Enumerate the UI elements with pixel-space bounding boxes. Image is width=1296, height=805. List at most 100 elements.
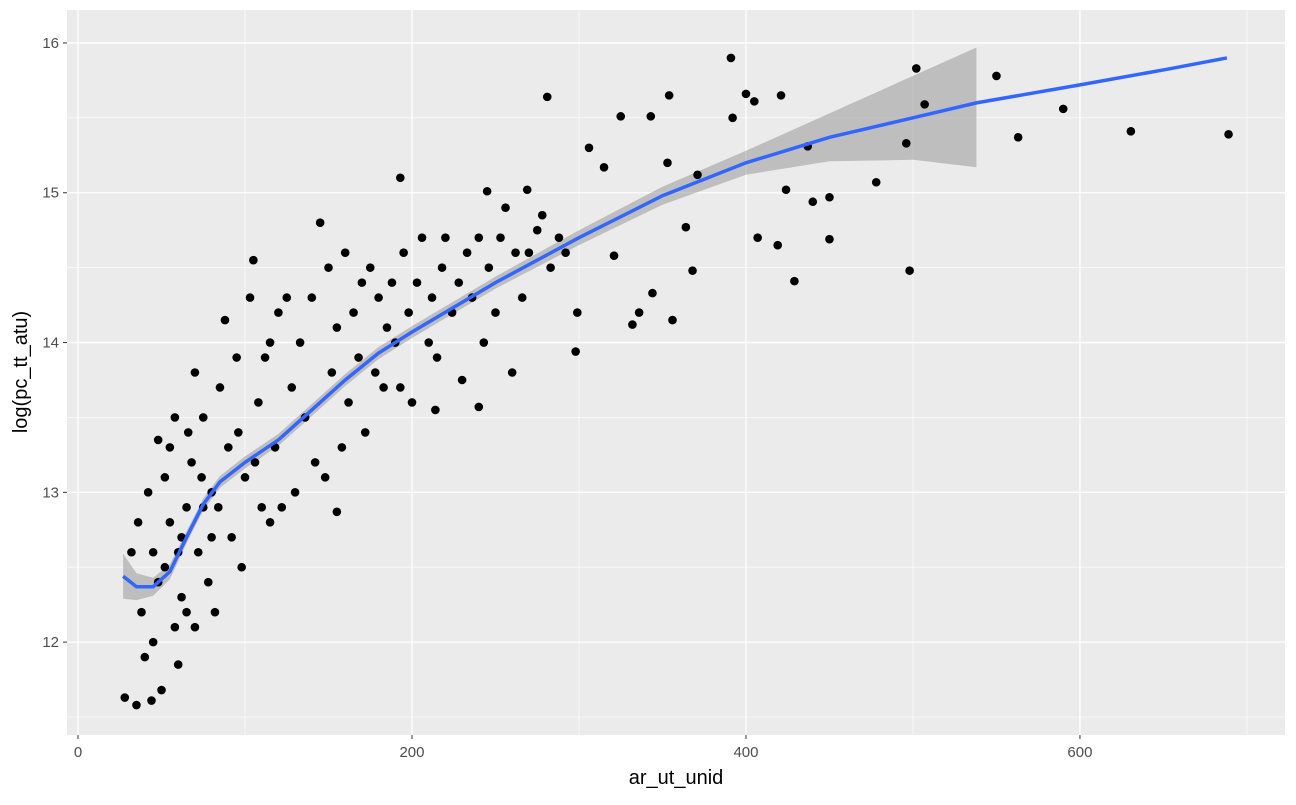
point	[726, 53, 736, 63]
point	[148, 637, 158, 647]
point	[396, 173, 405, 183]
point	[437, 263, 447, 272]
point	[295, 338, 305, 347]
point	[905, 266, 914, 275]
point	[546, 263, 555, 272]
point	[412, 278, 422, 287]
point	[773, 240, 782, 250]
point	[310, 458, 320, 467]
point	[190, 622, 200, 632]
point	[507, 368, 517, 377]
point	[417, 233, 427, 242]
point	[825, 234, 834, 244]
point	[357, 278, 367, 287]
point	[260, 353, 270, 362]
point	[407, 398, 417, 407]
point	[681, 222, 691, 232]
point	[337, 443, 347, 452]
point	[825, 192, 834, 202]
point	[140, 652, 150, 662]
point	[511, 248, 520, 257]
point	[173, 660, 183, 669]
point	[182, 503, 191, 512]
point	[187, 458, 196, 467]
x-tick-label: 600	[1067, 744, 1092, 761]
y-tick-label: 15	[42, 185, 59, 202]
point	[120, 693, 130, 702]
point	[646, 112, 656, 121]
point	[137, 607, 146, 617]
point	[257, 503, 267, 512]
point	[663, 158, 672, 168]
point	[143, 488, 153, 497]
point	[148, 547, 158, 557]
point	[157, 685, 166, 695]
point	[634, 308, 644, 317]
point	[250, 458, 260, 467]
point	[203, 577, 213, 587]
point	[524, 248, 534, 257]
point	[920, 100, 929, 109]
point	[808, 197, 818, 207]
point	[307, 293, 317, 302]
point	[160, 562, 170, 572]
point	[753, 233, 762, 242]
point	[688, 266, 697, 275]
point	[501, 203, 510, 213]
point	[992, 71, 1001, 81]
point	[170, 622, 180, 632]
x-tick-label: 400	[733, 744, 758, 761]
point	[911, 64, 921, 73]
point	[360, 428, 370, 437]
confidence-band	[123, 47, 977, 601]
point	[274, 308, 283, 317]
point	[344, 398, 353, 407]
y-axis-title: log(pc_tt_atu)	[10, 311, 32, 433]
point	[781, 185, 791, 195]
point	[554, 233, 564, 242]
x-tick-label: 200	[399, 744, 424, 761]
point	[133, 517, 143, 527]
point	[522, 185, 532, 195]
point	[750, 97, 759, 106]
y-tick-label: 13	[42, 484, 59, 501]
point	[427, 293, 437, 302]
point	[224, 443, 233, 452]
point	[365, 263, 375, 272]
point	[227, 532, 236, 542]
point	[1224, 130, 1233, 139]
point	[290, 488, 300, 497]
point	[474, 402, 484, 412]
point	[693, 170, 702, 180]
point	[147, 696, 156, 705]
panel	[67, 10, 1285, 735]
point	[327, 368, 337, 377]
point	[454, 278, 464, 287]
point	[190, 368, 200, 377]
point	[315, 218, 325, 228]
point	[182, 607, 191, 617]
point	[193, 547, 203, 557]
point	[340, 248, 350, 257]
point	[599, 162, 609, 172]
point	[324, 263, 333, 272]
point	[491, 308, 500, 317]
point	[382, 323, 392, 332]
point	[249, 255, 258, 265]
point	[561, 248, 570, 257]
point	[320, 473, 330, 482]
smooth-line	[122, 56, 1228, 589]
point	[741, 89, 751, 99]
point	[616, 112, 626, 121]
point	[584, 143, 594, 153]
point	[517, 293, 527, 302]
point	[282, 293, 292, 302]
point	[374, 293, 383, 302]
point	[396, 383, 405, 392]
point	[1058, 104, 1068, 114]
point	[232, 353, 241, 362]
point	[496, 233, 505, 242]
point	[160, 473, 170, 482]
point	[668, 315, 677, 325]
point	[234, 428, 243, 437]
